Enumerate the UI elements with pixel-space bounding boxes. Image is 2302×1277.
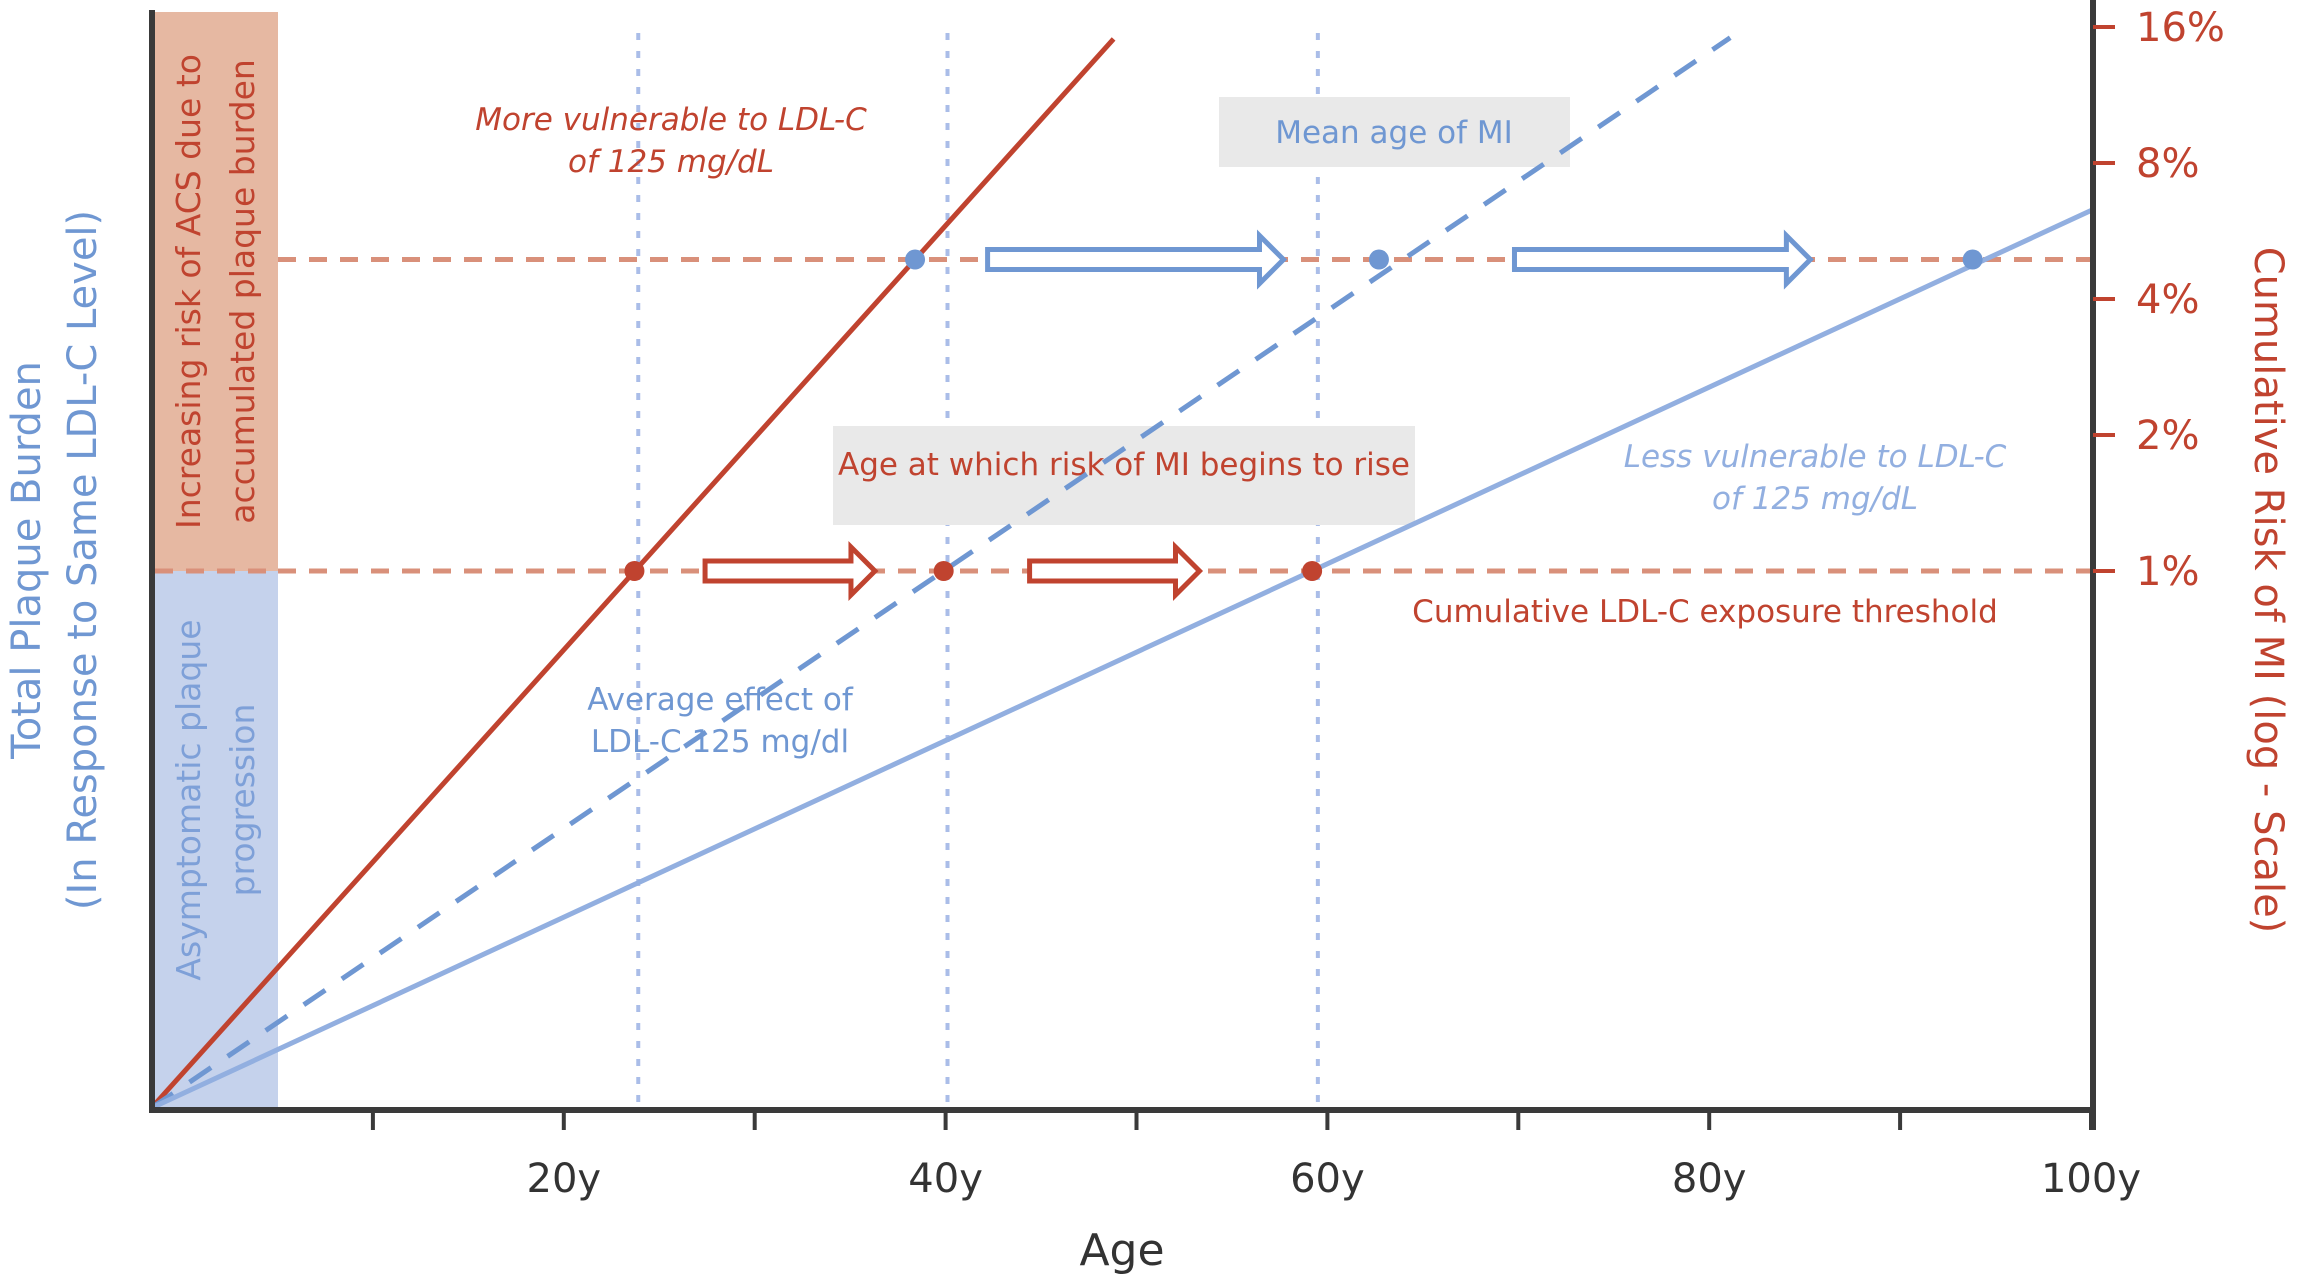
x-tick-label: 100y <box>2041 1156 2141 1202</box>
arrows <box>702 229 1814 602</box>
risk-rise-label-box <box>833 426 1415 525</box>
left-axis-subtitle: (In Response to Same LDL-C Level) <box>60 210 106 910</box>
red-dot-more-vulnerable <box>624 561 645 581</box>
blue-dot-less-vulnerable <box>1962 249 1983 270</box>
left-axis-title: Total Plaque Burden <box>4 361 50 760</box>
data-points <box>624 249 1983 581</box>
mean-age-label-box <box>1219 97 1570 167</box>
blue-arrow-1-icon <box>985 229 1288 290</box>
mean-age-label: Mean age of MI <box>1275 115 1513 151</box>
x-tick-label: 80y <box>1672 1156 1747 1202</box>
less-vulnerable-label-line2: of 125 mg/dL <box>1712 481 1918 517</box>
more-vulnerable-label-line1: More vulnerable to LDL-C <box>475 102 867 138</box>
risk-rise-label: Age at which risk of MI begins to rise <box>838 447 1410 483</box>
blue-dot-more-vulnerable <box>905 249 926 270</box>
right-tick-label: 16% <box>2136 5 2225 51</box>
band-upper-label-line2: accumulated plaque burden <box>223 59 262 524</box>
red-dot-average <box>933 561 954 581</box>
red-arrow-1-icon <box>702 540 879 602</box>
blue-dot-average <box>1368 249 1389 270</box>
right-ticks: 1% 2% 4% 8% 16% <box>2093 5 2225 595</box>
more-vulnerable-label-line2: of 125 mg/dL <box>568 144 774 180</box>
band-upper-label-line1: Increasing risk of ACS due to <box>169 54 208 529</box>
average-effect-label-line2: LDL-C 125 mg/dl <box>591 724 849 760</box>
x-ticks: 20y 40y 60y 80y 100y <box>370 1110 2141 1202</box>
less-vulnerable-label-line1: Less vulnerable to LDL-C <box>1624 439 2007 475</box>
average-effect-label-line1: Average effect of <box>587 682 854 718</box>
band-lower-label-line2: progression <box>223 704 262 897</box>
series-line-2 <box>150 35 1732 1111</box>
series-line-3 <box>150 208 2093 1111</box>
right-tick-label: 1% <box>2136 549 2199 595</box>
right-axis-title: Cumulative Risk of MI (log - Scale) <box>2245 247 2291 934</box>
right-tick-label: 4% <box>2136 277 2199 323</box>
red-dot-less-vulnerable <box>1302 561 1323 581</box>
x-axis-title: Age <box>1079 1225 1164 1276</box>
x-tick-label: 40y <box>908 1156 983 1202</box>
x-tick-label: 20y <box>527 1156 602 1202</box>
red-arrow-2-icon <box>1027 540 1204 602</box>
band-increasing-risk <box>152 12 278 571</box>
exposure-threshold-label: Cumulative LDL-C exposure threshold <box>1412 594 1998 630</box>
right-tick-label: 8% <box>2136 141 2199 187</box>
x-tick-label: 60y <box>1290 1156 1365 1202</box>
band-lower-label-line1: Asymptomatic plaque <box>169 619 208 980</box>
blue-arrow-2-icon <box>1511 229 1814 290</box>
band-asymptomatic <box>152 571 278 1110</box>
right-tick-label: 2% <box>2136 413 2199 459</box>
